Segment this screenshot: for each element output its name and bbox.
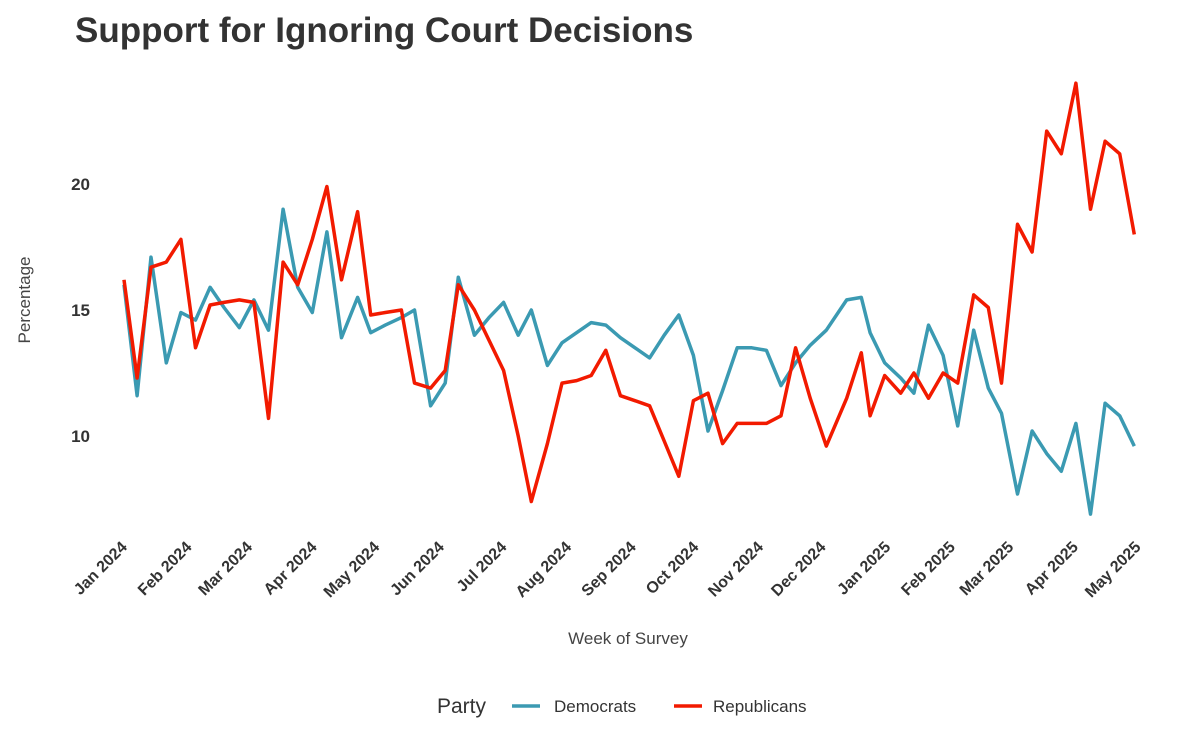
- y-axis-label: Percentage: [15, 257, 34, 344]
- plot-area: [122, 81, 1137, 516]
- x-tick-label: Mar 2024: [196, 539, 257, 600]
- y-tick-label: 15: [71, 301, 90, 320]
- x-tick-label: Nov 2024: [705, 539, 767, 601]
- x-tick-label: Apr 2025: [1022, 539, 1082, 599]
- series-line-republicans: [122, 81, 1137, 504]
- legend-title: Party: [437, 695, 487, 718]
- x-axis-label: Week of Survey: [568, 629, 688, 648]
- legend: Party Democrats Republicans: [437, 695, 807, 718]
- x-tick-label: Mar 2025: [957, 539, 1018, 600]
- x-tick-label: Apr 2024: [261, 539, 321, 599]
- x-tick-label: Sep 2024: [579, 539, 640, 600]
- x-tick-label: Feb 2024: [135, 539, 196, 600]
- y-axis: 10 15 20: [71, 175, 90, 446]
- chart-title: Support for Ignoring Court Decisions: [75, 11, 693, 50]
- x-tick-label: Oct 2024: [643, 539, 702, 598]
- y-tick-label: 20: [71, 175, 90, 194]
- x-tick-label: Jan 2025: [834, 539, 894, 599]
- legend-label-democrats: Democrats: [554, 697, 636, 716]
- series-line-democrats: [122, 207, 1136, 516]
- x-tick-label: Jan 2024: [71, 539, 131, 599]
- x-tick-label: Dec 2024: [768, 539, 829, 600]
- x-tick-label: Jul 2024: [454, 539, 511, 596]
- x-tick-label: Feb 2025: [898, 539, 959, 600]
- x-tick-label: Aug 2024: [513, 539, 575, 601]
- y-tick-label: 10: [71, 427, 90, 446]
- x-tick-label: May 2025: [1082, 539, 1144, 601]
- x-tick-label: May 2024: [321, 539, 383, 601]
- x-tick-label: Jun 2024: [387, 539, 448, 600]
- x-axis: Jan 2024 Feb 2024 Mar 2024 Apr 2024 May 2024…: [71, 539, 1145, 601]
- legend-label-republicans: Republicans: [713, 697, 807, 716]
